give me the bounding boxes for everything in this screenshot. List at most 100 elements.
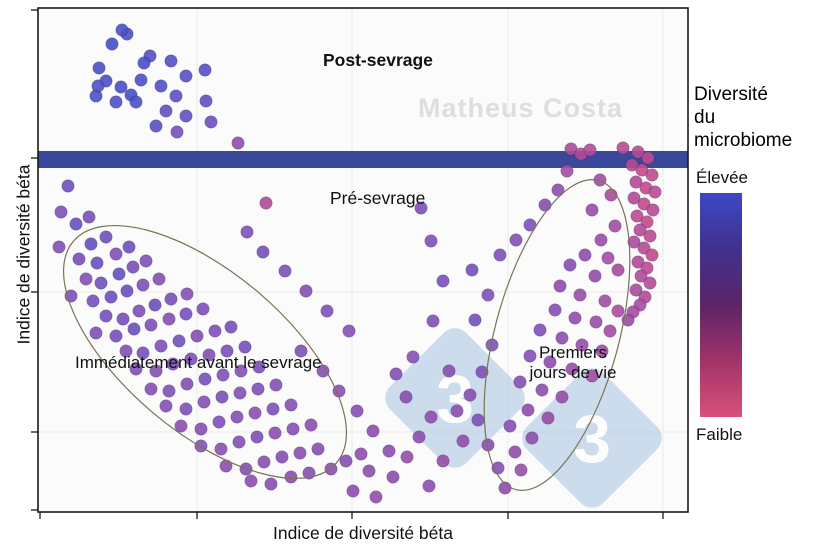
diversity-colorbar [700, 193, 742, 417]
data-point [633, 223, 647, 237]
data-point [553, 279, 567, 293]
data-point [109, 247, 123, 261]
plot-border [37, 7, 689, 513]
data-point [450, 404, 464, 418]
data-point [122, 240, 136, 254]
data-point [513, 375, 527, 389]
data-point [503, 419, 517, 433]
data-point [508, 445, 522, 459]
data-point [468, 313, 482, 327]
data-point [99, 230, 113, 244]
data-point [129, 362, 143, 376]
data-point [234, 364, 248, 378]
data-point [179, 402, 193, 416]
data-point [126, 260, 140, 274]
data-point [105, 37, 119, 51]
data-point [625, 158, 639, 172]
sevrage-separator-band [38, 151, 688, 168]
data-point [180, 377, 194, 391]
cluster-ellipse [62, 224, 348, 480]
data-point [311, 442, 325, 456]
data-point [194, 439, 208, 453]
data-point [233, 386, 247, 400]
data-point [629, 175, 643, 189]
data-point [194, 422, 208, 436]
data-point [598, 294, 612, 308]
data-point [120, 284, 134, 298]
data-point [456, 434, 470, 448]
data-point [164, 54, 178, 68]
data-point [90, 256, 104, 270]
data-point [198, 63, 212, 77]
data-point [641, 151, 655, 165]
data-point [555, 331, 569, 345]
data-point [585, 369, 599, 383]
data-point [555, 390, 569, 404]
data-point [645, 248, 659, 262]
data-point [166, 357, 180, 371]
data-point [54, 205, 68, 219]
data-point [481, 288, 495, 302]
data-point [525, 431, 539, 445]
data-point [137, 56, 151, 70]
data-point [184, 352, 198, 366]
data-point [154, 79, 168, 93]
data-point [52, 240, 66, 254]
data-point [594, 233, 608, 247]
data-point [535, 383, 549, 397]
data-point [109, 329, 123, 343]
data-point [589, 315, 603, 329]
data-point [112, 267, 126, 281]
data-point [127, 322, 141, 336]
cluster-ellipse [483, 179, 631, 491]
data-point [604, 188, 618, 202]
data-point [631, 255, 645, 269]
data-point [627, 235, 641, 249]
data-point [564, 142, 578, 156]
data-point [627, 191, 641, 205]
badge-digit: 3 [573, 401, 611, 477]
data-point [144, 382, 158, 396]
data-point [422, 479, 436, 493]
data-point [216, 368, 230, 382]
data-point [366, 424, 380, 438]
data-point [170, 125, 184, 139]
data-point [198, 372, 212, 386]
data-point [149, 364, 163, 378]
data-point [631, 145, 645, 159]
data-point [551, 183, 565, 197]
data-point [278, 264, 292, 278]
data-point [164, 292, 178, 306]
data-point [69, 217, 83, 231]
data-point [611, 304, 625, 318]
cluster-ellipses [62, 179, 631, 491]
data-point [220, 344, 234, 358]
data-point [148, 298, 162, 312]
data-point [115, 23, 129, 37]
annotation-post-sevrage: Post-sevrage [323, 50, 433, 70]
legend-high-label: Élevée [696, 168, 748, 187]
data-point [588, 269, 602, 283]
data-point [250, 430, 264, 444]
data-point [643, 276, 657, 290]
data-point [616, 141, 630, 155]
data-point [646, 203, 660, 217]
data-point [346, 484, 360, 498]
legend-low-label: Faible [696, 425, 743, 444]
data-point [400, 450, 414, 464]
data-point [342, 324, 356, 338]
data-point [475, 365, 489, 379]
data-point [521, 403, 535, 417]
data-point [608, 219, 622, 233]
data-point [208, 324, 222, 338]
data-point [436, 274, 450, 288]
data-point [640, 215, 654, 229]
data-point [172, 334, 186, 348]
data-point [224, 320, 238, 334]
data-point [257, 455, 271, 469]
data-points-layer [52, 23, 662, 504]
data-point [179, 69, 193, 83]
data-point [214, 442, 228, 456]
data-point [299, 284, 313, 298]
